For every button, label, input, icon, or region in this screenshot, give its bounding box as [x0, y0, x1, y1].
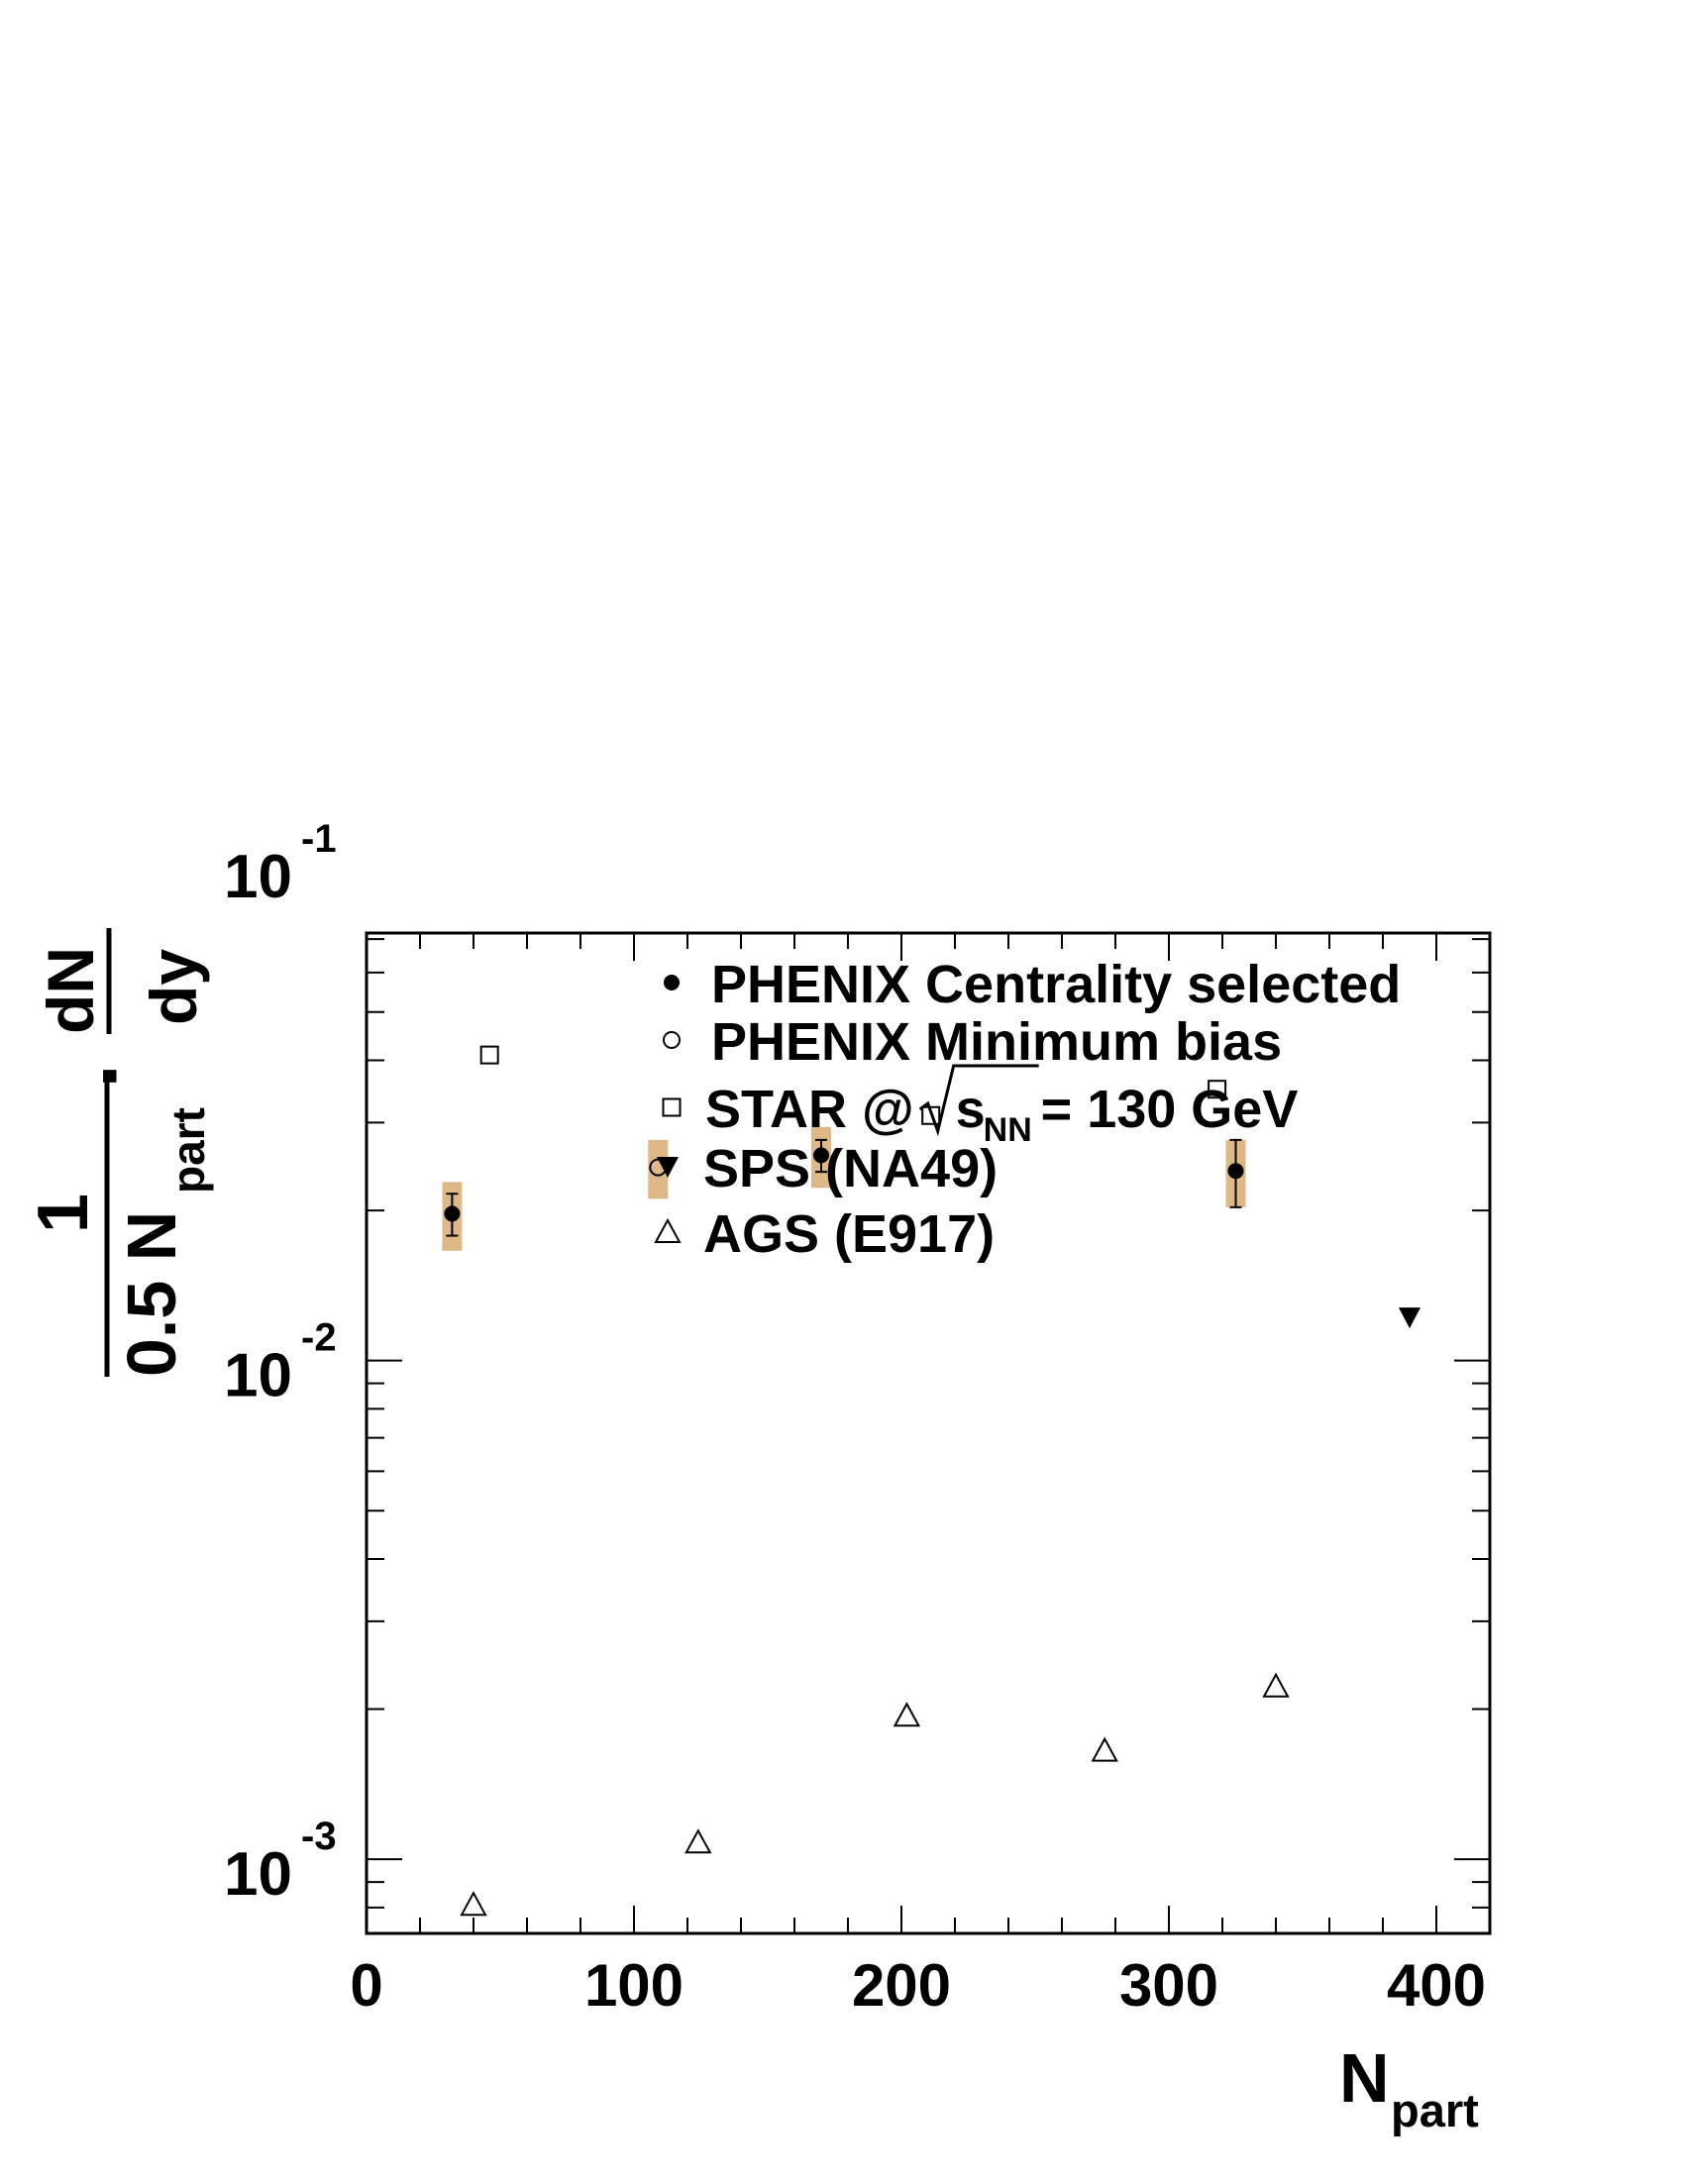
systematic-band — [648, 1139, 669, 1199]
x-tick-label: 200 — [852, 1952, 951, 2019]
y-axis-title: 1 0.5 N part · dN dy — [24, 928, 214, 1377]
data-point — [1227, 1163, 1244, 1180]
data-point — [1262, 1672, 1290, 1698]
legend-label-suffix: = 130 GeV — [1041, 1080, 1299, 1139]
x-tick-label: 400 — [1387, 1952, 1486, 2019]
y-title-deriv-numerator: dN — [34, 947, 107, 1034]
legend-label: PHENIX Minimum bias — [711, 1012, 1282, 1072]
data-point — [684, 1828, 712, 1854]
data-point — [1091, 1736, 1118, 1762]
data-point — [1399, 1307, 1421, 1329]
y-title-denominator-subscript: part — [162, 1107, 214, 1194]
data-point — [444, 1205, 461, 1222]
legend-marker — [654, 1217, 682, 1243]
y-title-deriv-denominator: dy — [137, 949, 210, 1025]
sqrt-symbol — [918, 1064, 1039, 1137]
data-point — [460, 1891, 487, 1917]
y-tick-label-exponent: -2 — [301, 1316, 337, 1360]
legend-label: SPS (NA49) — [703, 1139, 998, 1198]
data-point — [1208, 1080, 1227, 1099]
y-title-dot: · — [60, 1059, 159, 1089]
data-point — [893, 1702, 921, 1727]
data-points — [444, 1045, 1421, 1917]
legend-label-prefix: STAR @ — [705, 1080, 914, 1139]
x-tick-label: 300 — [1119, 1952, 1218, 2019]
x-tick-label: 100 — [584, 1952, 684, 2019]
y-tick-label-base: 10 — [224, 1342, 292, 1410]
x-tick-label: 0 — [350, 1952, 382, 2019]
y-title-denominator: 0.5 N — [113, 1211, 190, 1377]
x-axis-title: N — [1339, 2039, 1390, 2117]
x-axis-title-subscript: part — [1391, 2084, 1479, 2136]
plot-frame — [365, 931, 1492, 1935]
data-point — [813, 1147, 829, 1164]
legend-marker — [663, 1031, 681, 1049]
axis-ticks — [366, 933, 1491, 1933]
legend-marker — [657, 1157, 679, 1178]
legend-sqrt-base: s — [956, 1080, 986, 1139]
data-point — [921, 1105, 941, 1125]
y-tick-label-exponent: -1 — [301, 817, 337, 861]
legend-label: AGS (E917) — [703, 1204, 995, 1264]
data-point — [479, 1045, 499, 1065]
y-tick-label-base: 10 — [224, 1840, 292, 1909]
y-title-numerator: 1 — [24, 1194, 103, 1233]
legend-sqrt-subscript: NN — [984, 1111, 1032, 1149]
legend-marker — [662, 1097, 682, 1117]
legend-label: PHENIX Centrality selected — [711, 955, 1401, 1014]
y-tick-label-exponent: -3 — [301, 1815, 337, 1858]
y-tick-label-base: 10 — [224, 843, 292, 911]
legend-marker — [664, 975, 680, 990]
